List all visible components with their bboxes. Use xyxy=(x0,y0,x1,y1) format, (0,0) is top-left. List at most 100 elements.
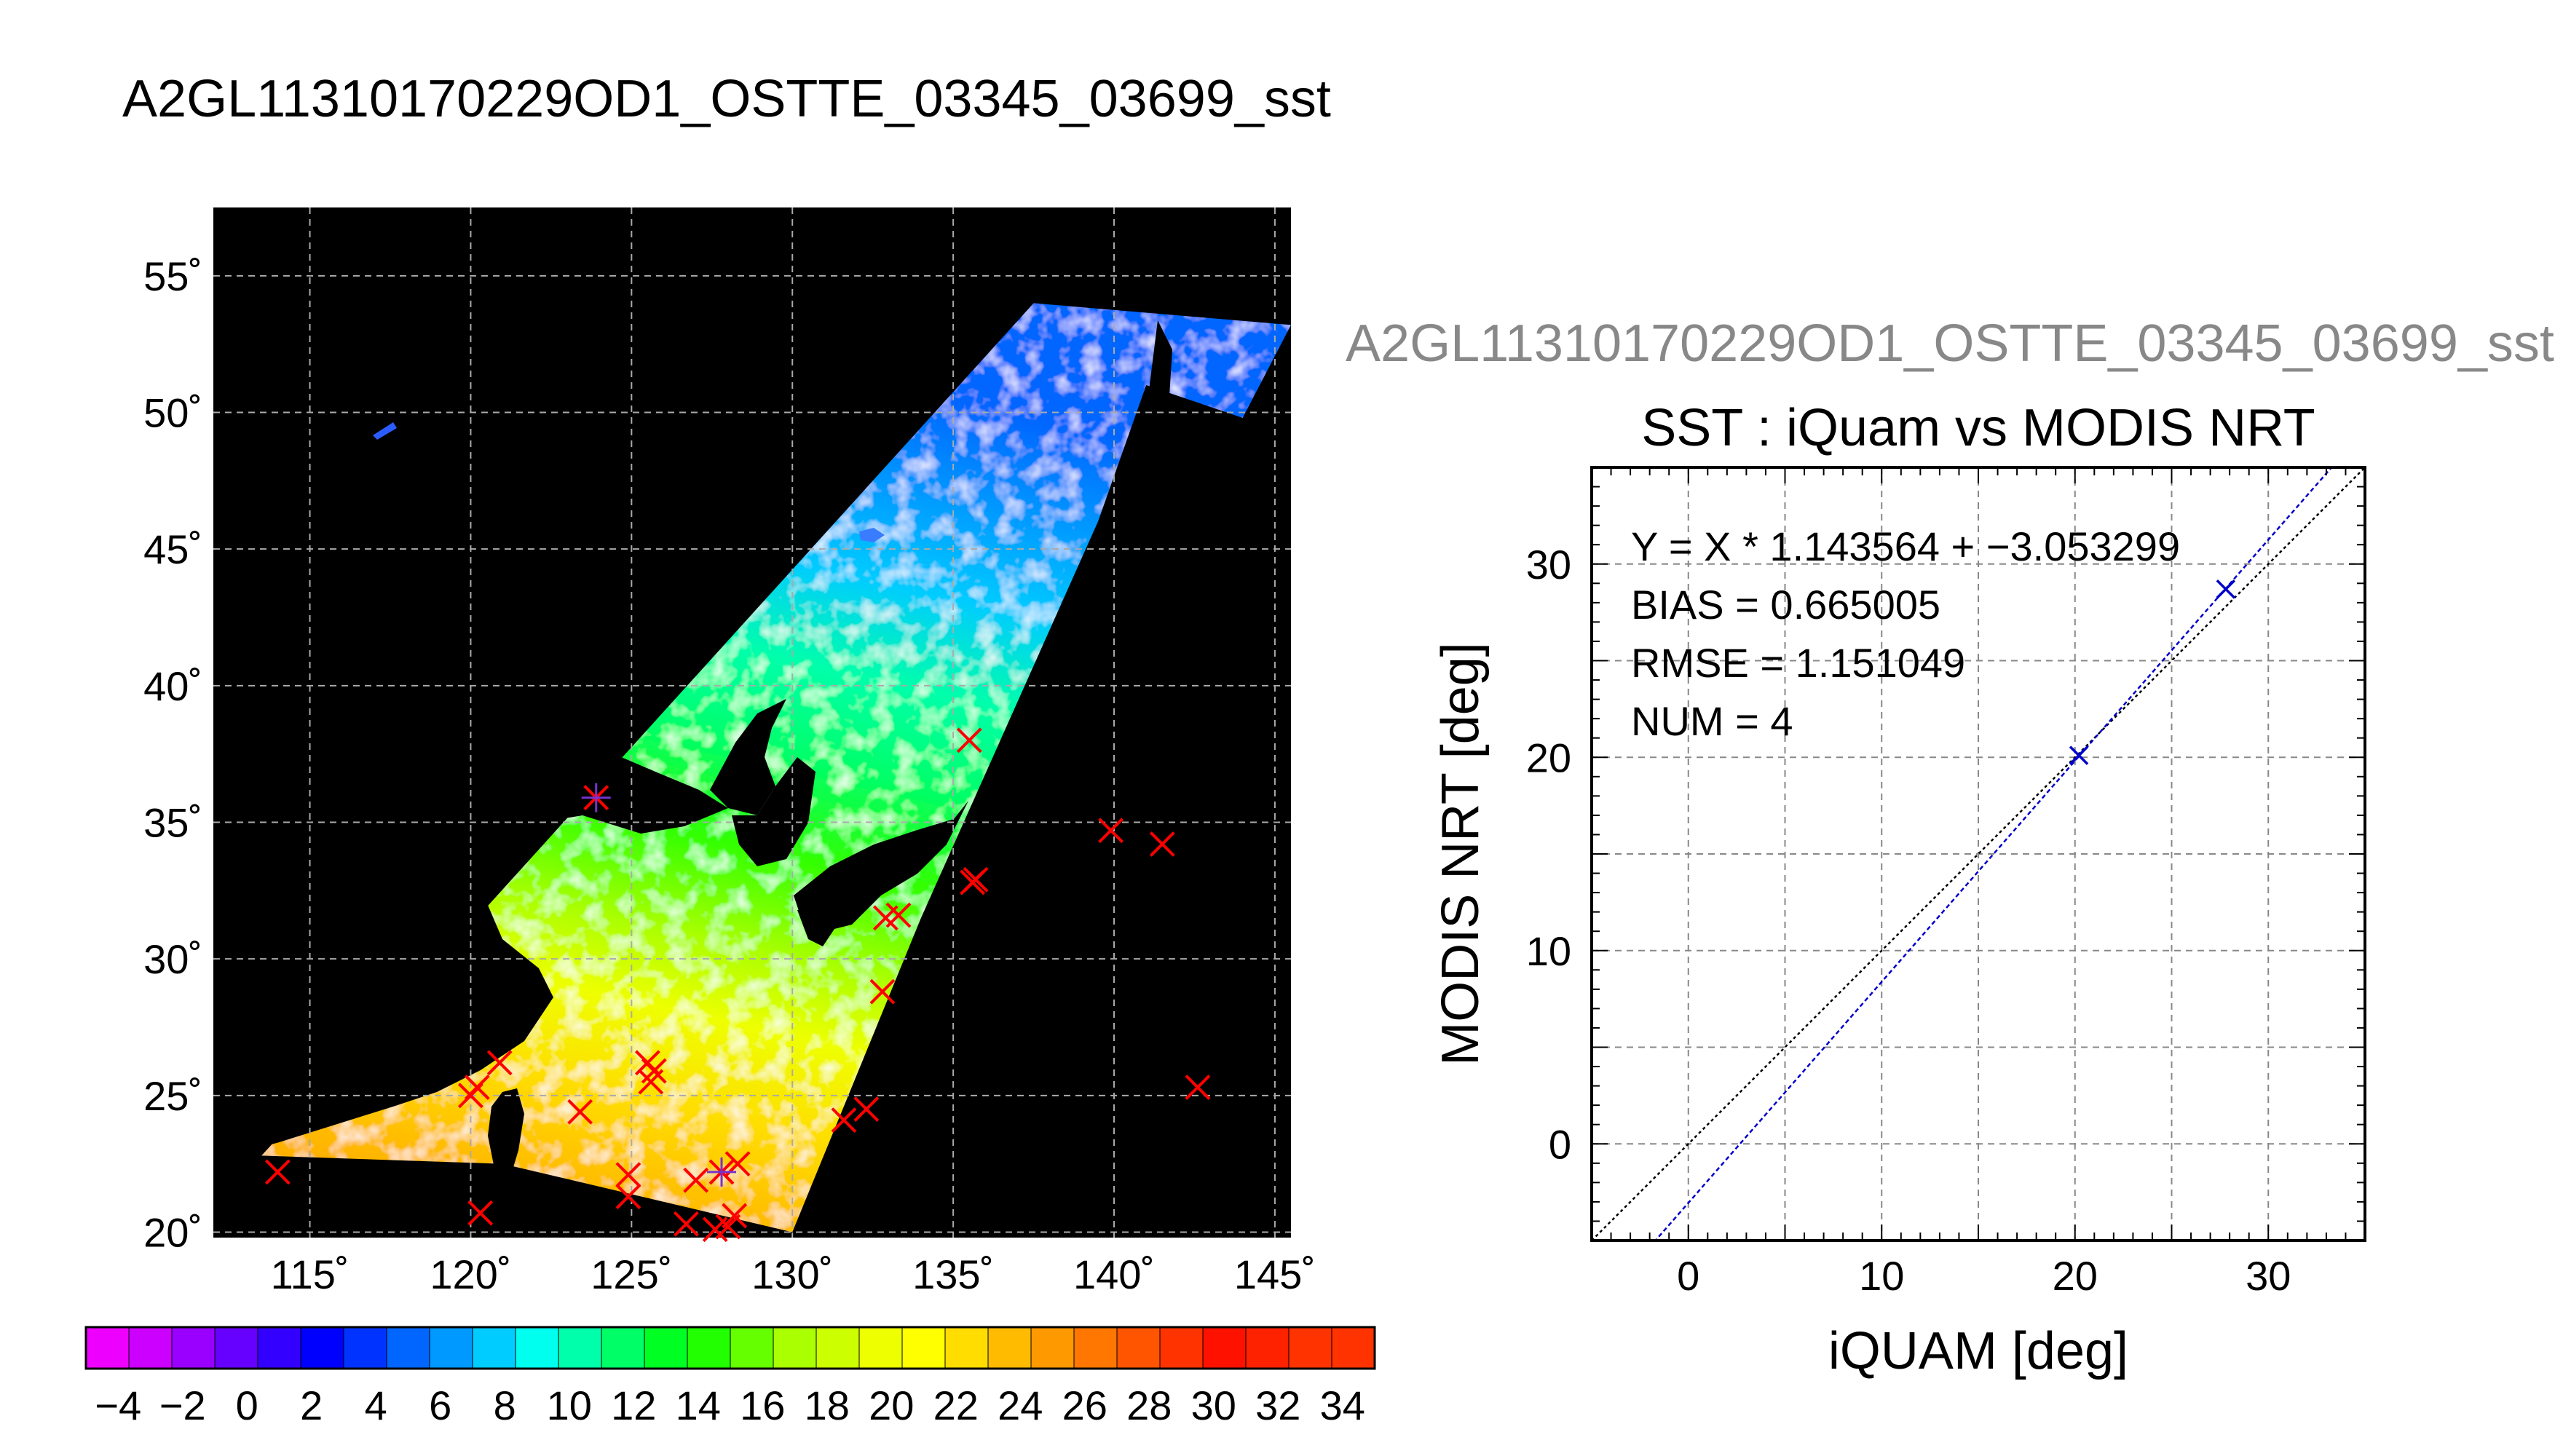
map-y-ticklabel-2: 30˚ xyxy=(143,936,202,982)
map-match-markers xyxy=(264,727,1211,1243)
colorbar-ticklabel-1: −2 xyxy=(159,1382,206,1428)
colorbar-bin-24 xyxy=(1117,1327,1161,1369)
map-match-point-0 xyxy=(264,1159,291,1185)
land-japan xyxy=(794,801,968,932)
map-match-point-3-b xyxy=(486,1050,513,1076)
map-match-point-28-b xyxy=(1149,831,1175,857)
colorbar-ticklabel-5: 6 xyxy=(429,1382,451,1428)
colorbar-ticklabel-18: 32 xyxy=(1255,1382,1300,1428)
map-match-point-0-b xyxy=(264,1159,291,1185)
map-match-point-24-b xyxy=(956,727,982,753)
colorbar-ticklabel-12: 20 xyxy=(869,1382,914,1428)
map-highlight-point-1 xyxy=(707,1157,737,1187)
map-match-point-29-b xyxy=(1185,1075,1211,1100)
colorbar-bin-5 xyxy=(301,1327,344,1369)
scatter-point-1 xyxy=(2216,579,2236,599)
stats-equation: Y = X * 1.143564 + −3.053299 xyxy=(1631,523,2180,569)
colorbar-bin-10 xyxy=(516,1327,559,1369)
scatter-minor-ticks xyxy=(1592,467,2365,1241)
colorbar-bin-8 xyxy=(430,1327,473,1369)
colorbar-bin-6 xyxy=(344,1327,387,1369)
colorbar-bins xyxy=(86,1327,1375,1369)
stats-num: NUM = 4 xyxy=(1631,698,1793,744)
map-match-point-21 xyxy=(869,978,896,1005)
scatter-title: SST : iQuam vs MODIS NRT xyxy=(1641,399,2315,457)
map-match-point-21-b xyxy=(869,978,896,1005)
stats-rmse: RMSE = 1.151049 xyxy=(1631,640,1965,686)
land-korea-north xyxy=(710,699,786,815)
colorbar-ticklabel-17: 30 xyxy=(1191,1382,1236,1428)
colorbar-bin-13 xyxy=(644,1327,688,1369)
colorbar-bin-27 xyxy=(1246,1327,1290,1369)
colorbar-bin-29 xyxy=(1332,1327,1375,1369)
map-match-point-5 xyxy=(567,1099,593,1125)
map-x-ticklabels: 115˚ 120˚ 125˚ 130˚ 135˚ 140˚ 145˚ xyxy=(271,1251,1316,1297)
map-match-point-29 xyxy=(1185,1075,1211,1100)
scatter-point-1-b xyxy=(2216,579,2236,599)
scatter-x-ticklabel-3: 30 xyxy=(2246,1253,2291,1299)
map-match-point-27-b xyxy=(1098,818,1124,844)
map-y-ticklabel-4: 40˚ xyxy=(143,663,202,709)
colorbar-ticklabel-11: 18 xyxy=(805,1382,850,1428)
colorbar-bin-14 xyxy=(687,1327,731,1369)
scatter-x-ticklabel-0: 0 xyxy=(1677,1253,1699,1299)
map-match-point-7-b xyxy=(615,1162,641,1188)
scatter-point-0 xyxy=(2069,745,2089,765)
scatter-markers xyxy=(2069,579,2236,765)
map-match-point-13-b xyxy=(683,1167,709,1193)
lake-khanka xyxy=(859,528,885,542)
map-match-point-19 xyxy=(831,1107,857,1133)
land-korea-peninsula xyxy=(732,757,816,866)
colorbar-bin-19 xyxy=(902,1327,946,1369)
map-match-point-19-b xyxy=(831,1107,857,1133)
map-match-point-28 xyxy=(1149,831,1175,857)
scatter-y-ticklabels: 0 10 20 30 xyxy=(1526,542,1571,1168)
colorbar-frame xyxy=(84,1326,1376,1370)
colorbar: −4 −2 0 2 4 6 8 10 12 14 16 18 20 22 24 26 28 30 32 34 xyxy=(84,1326,1376,1428)
map-match-point-26 xyxy=(963,866,989,893)
one-to-one-line xyxy=(1592,467,2365,1241)
colorbar-bin-16 xyxy=(773,1327,817,1369)
map-x-ticklabel-6: 145˚ xyxy=(1234,1251,1316,1297)
colorbar-bin-3 xyxy=(215,1327,258,1369)
colorbar-bin-18 xyxy=(859,1327,903,1369)
map-y-ticklabels: 20˚ 25˚ 30˚ 35˚ 40˚ 45˚ 50˚ 55˚ xyxy=(143,253,202,1256)
map-highlight-point-0 xyxy=(581,783,611,812)
map-match-point-26-b xyxy=(963,866,989,893)
land-japan-south xyxy=(797,906,837,946)
scatter-ylabel: MODIS NRT [deg] xyxy=(1431,642,1490,1066)
colorbar-ticklabel-9: 14 xyxy=(676,1382,721,1428)
colorbar-ticklabel-6: 8 xyxy=(494,1382,516,1428)
scatter-xlabel: iQUAM [deg] xyxy=(1828,1322,2128,1380)
map-match-point-23-b xyxy=(885,902,912,928)
scatter-panel: A2GL11310170229OD1_OSTTE_03345_03699_sst… xyxy=(1346,314,2554,1380)
map-match-point-27 xyxy=(1098,818,1124,844)
map-y-ticklabel-7: 55˚ xyxy=(143,253,202,299)
colorbar-bin-12 xyxy=(601,1327,645,1369)
fit-line xyxy=(1654,467,2333,1241)
colorbar-bin-7 xyxy=(387,1327,430,1369)
colorbar-bin-11 xyxy=(558,1327,602,1369)
map-match-point-5-b xyxy=(567,1099,593,1125)
colorbar-bin-26 xyxy=(1203,1327,1247,1369)
map-grid xyxy=(213,207,1291,1238)
map-match-point-11 xyxy=(641,1058,667,1084)
colorbar-bin-1 xyxy=(129,1327,173,1369)
map-match-point-11-b xyxy=(641,1058,667,1084)
map-match-point-4-b xyxy=(467,1200,494,1226)
colorbar-ticklabel-7: 10 xyxy=(547,1382,592,1428)
map-match-point-4 xyxy=(467,1200,494,1226)
scatter-header: A2GL11310170229OD1_OSTTE_03345_03699_sst xyxy=(1346,314,2554,373)
map-match-point-13 xyxy=(683,1167,709,1193)
map-match-point-8 xyxy=(615,1184,641,1210)
scatter-point-0-b xyxy=(2069,745,2089,765)
map-panel: 115˚ 120˚ 125˚ 130˚ 135˚ 140˚ 145˚ 20˚ 25˚ 30˚ 35… xyxy=(143,207,1316,1297)
scatter-y-ticklabel-2: 20 xyxy=(1526,735,1571,780)
map-x-ticklabel-2: 125˚ xyxy=(591,1251,672,1297)
colorbar-bin-21 xyxy=(988,1327,1032,1369)
map-match-point-23 xyxy=(885,902,912,928)
map-match-point-17-b xyxy=(722,1203,748,1229)
scatter-y-ticklabel-3: 30 xyxy=(1526,542,1571,587)
colorbar-ticklabel-2: 0 xyxy=(236,1382,258,1428)
colorbar-bin-25 xyxy=(1160,1327,1204,1369)
